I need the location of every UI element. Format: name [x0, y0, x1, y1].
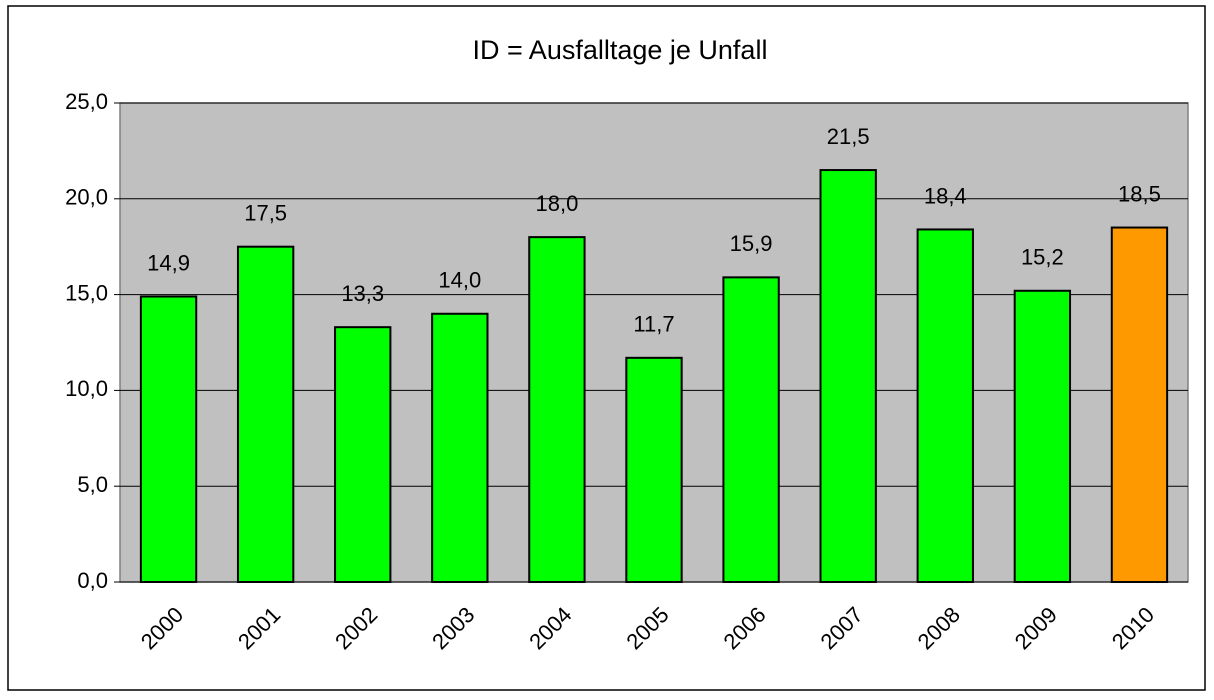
value-label: 14,0 [438, 268, 481, 293]
bar [236, 245, 295, 583]
y-tick-label: 15,0 [65, 280, 108, 305]
chart-title: ID = Ausfalltage je Unfall [473, 35, 768, 65]
value-label: 15,9 [730, 231, 773, 256]
y-tick-label: 25,0 [65, 89, 108, 114]
y-tick-label: 5,0 [77, 472, 108, 497]
bar [916, 228, 974, 583]
bar [431, 312, 489, 583]
bar [528, 236, 586, 583]
bar [1110, 226, 1169, 583]
bar [722, 276, 780, 583]
value-label: 21,5 [827, 124, 870, 149]
value-label: 18,5 [1118, 181, 1161, 206]
bar [625, 356, 683, 583]
value-label: 17,5 [244, 201, 287, 226]
bar [1013, 289, 1072, 583]
value-label: 18,4 [924, 183, 967, 208]
y-tick-label: 20,0 [65, 185, 108, 210]
value-label: 15,2 [1021, 245, 1064, 270]
value-label: 18,0 [535, 191, 578, 216]
bar [334, 326, 392, 583]
y-tick-label: 0,0 [77, 568, 108, 593]
y-tick-label: 10,0 [65, 376, 108, 401]
value-label: 13,3 [341, 281, 384, 306]
value-label: 14,9 [147, 250, 190, 275]
bar [139, 295, 198, 583]
value-label: 11,7 [633, 312, 674, 337]
bar [819, 169, 877, 583]
